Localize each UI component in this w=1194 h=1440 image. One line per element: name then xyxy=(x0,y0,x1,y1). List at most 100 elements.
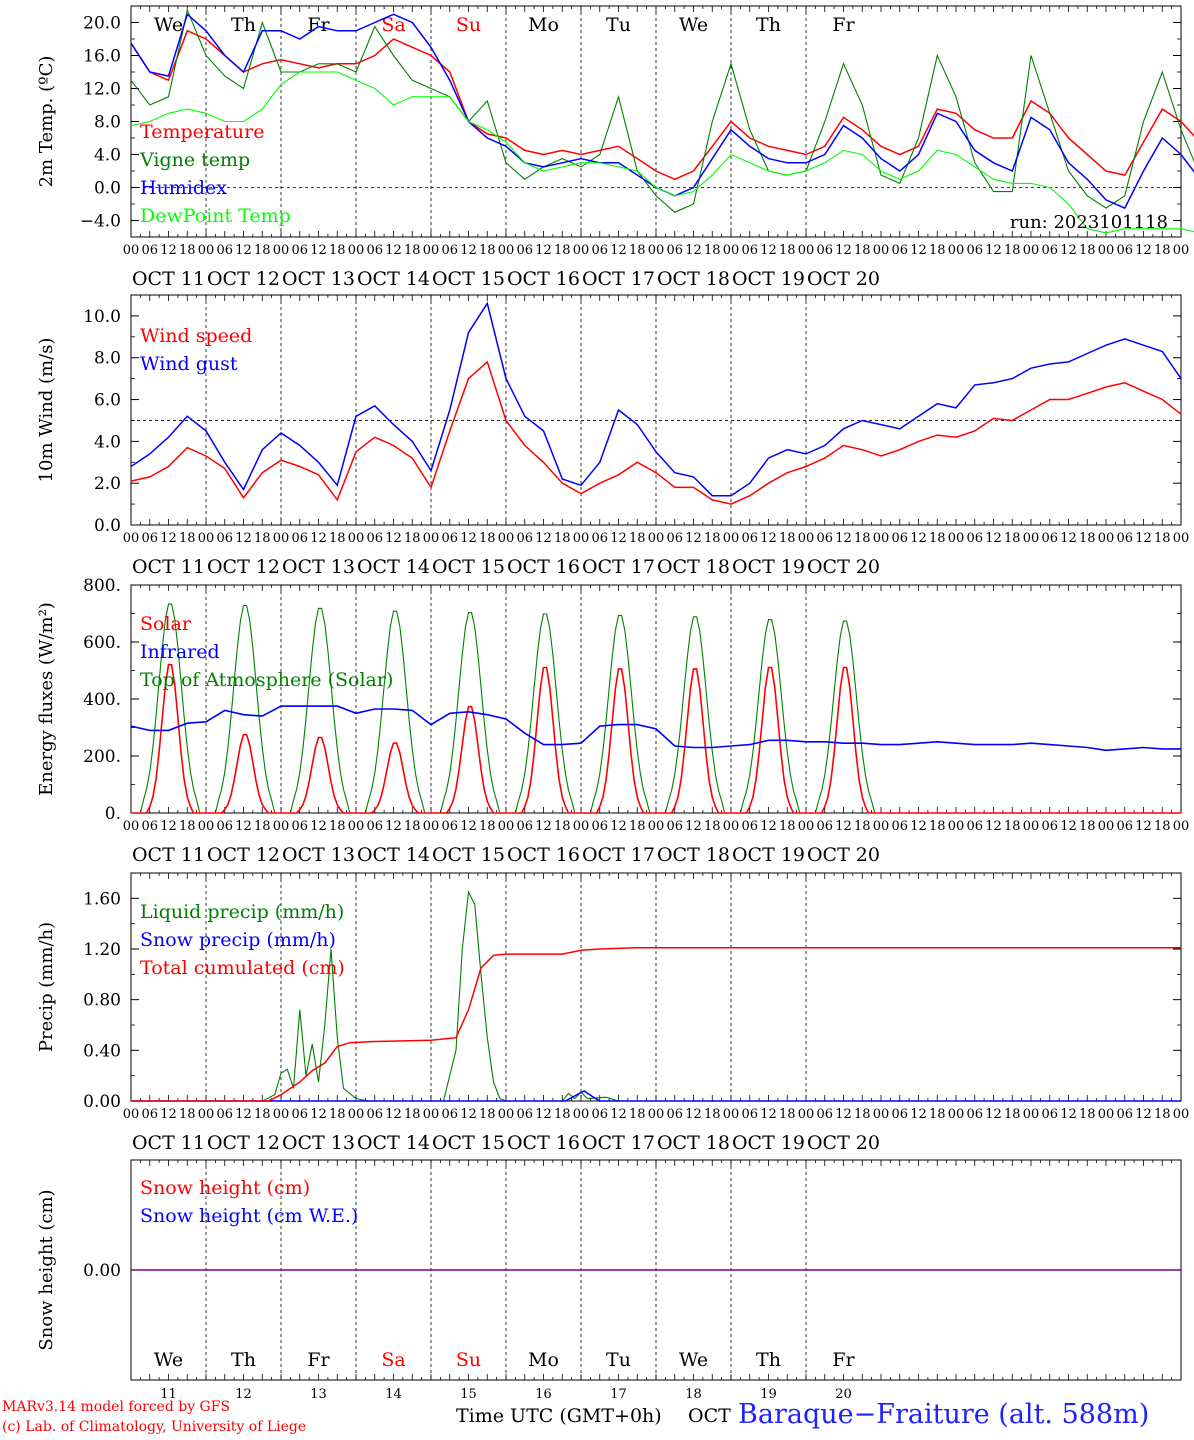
hour-tick-label: 18 xyxy=(704,819,721,834)
hour-tick-label: 18 xyxy=(404,243,421,258)
hour-tick-label: 00 xyxy=(123,531,140,546)
date-label: OCT 12 xyxy=(207,844,280,866)
hour-tick-label: 06 xyxy=(366,1107,383,1122)
hour-tick-label: 12 xyxy=(310,531,327,546)
ytick-label: 400. xyxy=(83,690,121,710)
hour-tick-label: 12 xyxy=(685,243,702,258)
hour-tick-label: 00 xyxy=(498,1107,515,1122)
hour-tick-label: 12 xyxy=(160,531,177,546)
hour-tick-label: 00 xyxy=(273,819,290,834)
hour-tick-label: 06 xyxy=(216,531,233,546)
hour-tick-label: 06 xyxy=(816,531,833,546)
hour-tick-label: 18 xyxy=(704,1107,721,1122)
hour-tick-label: 00 xyxy=(123,243,140,258)
hour-tick-label: 18 xyxy=(479,531,496,546)
hour-tick-label: 00 xyxy=(1023,819,1040,834)
legend-entry: Snow height (cm) xyxy=(140,1177,310,1199)
date-label: OCT 16 xyxy=(507,1132,580,1154)
panel-1: 20.0 16.0 12.0 8.0 4.0 0.0 −4.0 2m Temp. (ºC) 00… xyxy=(36,5,1194,290)
hour-tick-label: 06 xyxy=(741,1107,758,1122)
hour-tick-label: 00 xyxy=(873,819,890,834)
hour-tick-label: 12 xyxy=(535,531,552,546)
hour-tick-label: 06 xyxy=(666,243,683,258)
date-label: OCT 20 xyxy=(807,268,880,290)
ytick-label: −4.0 xyxy=(80,212,121,232)
ytick-label: 12.0 xyxy=(83,80,121,100)
hour-tick-label: 00 xyxy=(1098,819,1115,834)
hour-tick-label: 06 xyxy=(1116,531,1133,546)
hour-tick-label: 00 xyxy=(648,1107,665,1122)
hour-tick-label: 18 xyxy=(179,819,196,834)
bottom-day-name: Tu xyxy=(606,1349,631,1371)
hour-tick-label: 00 xyxy=(573,1107,590,1122)
date-label: OCT 18 xyxy=(657,556,730,578)
hour-tick-label: 06 xyxy=(516,819,533,834)
date-label: OCT 13 xyxy=(282,268,355,290)
hour-tick-label: 18 xyxy=(179,243,196,258)
date-label: OCT 16 xyxy=(507,556,580,578)
hour-tick-label: 00 xyxy=(348,1107,365,1122)
hour-tick-label: 00 xyxy=(948,1107,965,1122)
hour-tick-label: 06 xyxy=(1116,243,1133,258)
hour-tick-label: 12 xyxy=(1060,531,1077,546)
credit-line-2: (c) Lab. of Climatology, University of L… xyxy=(2,1419,307,1435)
hour-tick-label: 18 xyxy=(629,819,646,834)
date-label: OCT 20 xyxy=(807,556,880,578)
hour-tick-label: 18 xyxy=(779,819,796,834)
date-label: OCT 18 xyxy=(657,268,730,290)
hour-tick-label: 06 xyxy=(666,1107,683,1122)
month-label: OCT xyxy=(688,1405,731,1427)
hour-tick-label: 06 xyxy=(141,819,158,834)
hour-tick-label: 06 xyxy=(966,1107,983,1122)
hour-tick-label: 00 xyxy=(273,1107,290,1122)
hour-tick-label: 12 xyxy=(760,819,777,834)
date-label: OCT 12 xyxy=(207,268,280,290)
hour-tick-label: 18 xyxy=(1004,819,1021,834)
hour-tick-label: 06 xyxy=(291,1107,308,1122)
legend-entry: Snow precip (mm/h) xyxy=(140,929,336,951)
hour-tick-label: 12 xyxy=(610,819,627,834)
hour-tick-label: 06 xyxy=(741,531,758,546)
hour-tick-label: 06 xyxy=(516,1107,533,1122)
hour-tick-label: 06 xyxy=(216,243,233,258)
hour-tick-label: 06 xyxy=(1116,1107,1133,1122)
hour-tick-label: 18 xyxy=(1154,1107,1171,1122)
hour-tick-label: 18 xyxy=(329,819,346,834)
hour-tick-label: 12 xyxy=(1135,1107,1152,1122)
hour-tick-label: 00 xyxy=(123,819,140,834)
hour-tick-label: 06 xyxy=(291,531,308,546)
hour-tick-label: 18 xyxy=(704,243,721,258)
date-label: OCT 11 xyxy=(132,844,205,866)
hour-tick-label: 06 xyxy=(1116,819,1133,834)
hour-tick-label: 12 xyxy=(985,819,1002,834)
run-annotation: run: 2023101118 xyxy=(1010,212,1168,233)
hour-tick-label: 06 xyxy=(666,531,683,546)
bottom-day-name: Sa xyxy=(381,1349,405,1371)
hour-tick-label: 06 xyxy=(591,1107,608,1122)
legend-entry: Wind speed xyxy=(140,325,252,347)
date-label: OCT 12 xyxy=(207,556,280,578)
hour-tick-label: 18 xyxy=(329,1107,346,1122)
bottom-day-name: Fr xyxy=(307,1349,330,1371)
hour-tick-label: 00 xyxy=(573,531,590,546)
hour-tick-label: 18 xyxy=(404,819,421,834)
legend-entry: Temperature xyxy=(140,121,264,143)
hour-tick-label: 00 xyxy=(1173,243,1190,258)
date-label: OCT 17 xyxy=(582,844,655,866)
legend-entry: Top of Atmosphere (Solar) xyxy=(140,669,393,691)
hour-tick-label: 12 xyxy=(160,1107,177,1122)
hour-tick-label: 00 xyxy=(198,1107,215,1122)
hour-tick-label: 06 xyxy=(141,1107,158,1122)
hour-tick-label: 18 xyxy=(479,819,496,834)
hour-tick-label: 00 xyxy=(723,531,740,546)
hour-tick-label: 06 xyxy=(591,243,608,258)
bottom-day-number: 16 xyxy=(535,1387,552,1402)
day-name-label: We xyxy=(154,14,183,36)
hour-tick-label: 00 xyxy=(948,819,965,834)
hour-tick-label: 00 xyxy=(648,531,665,546)
hour-tick-label: 00 xyxy=(948,243,965,258)
hour-tick-label: 18 xyxy=(929,819,946,834)
yaxis-label: Energy fluxes (W/m²) xyxy=(36,602,57,796)
hour-tick-label: 12 xyxy=(1135,819,1152,834)
